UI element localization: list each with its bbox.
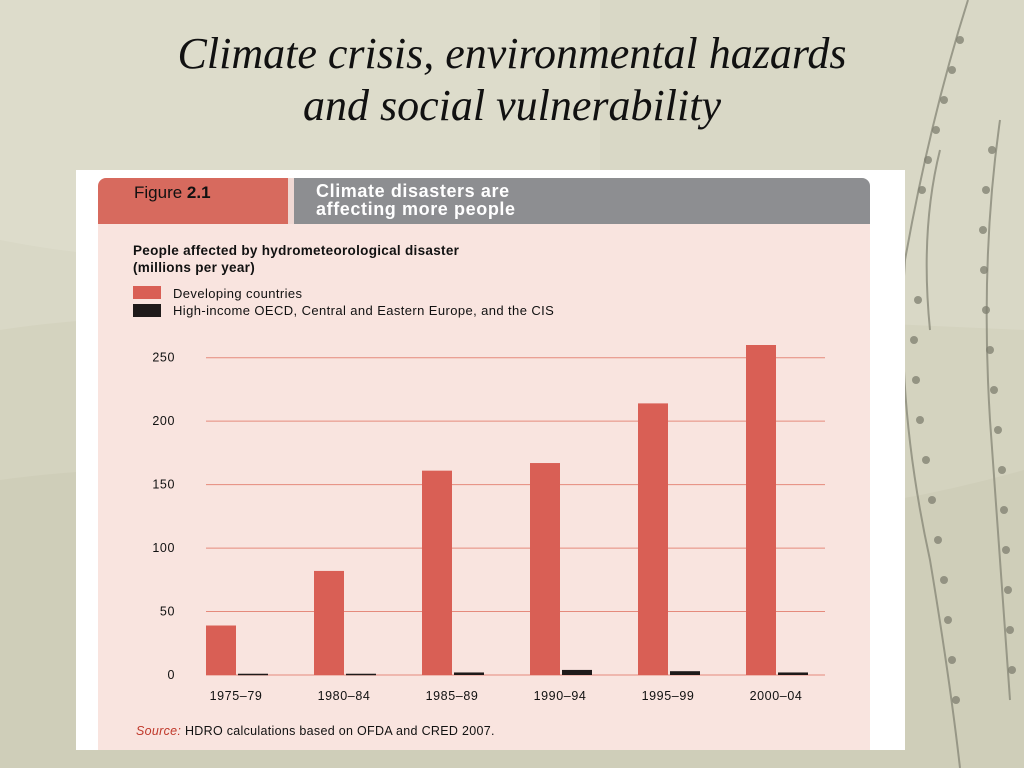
figure-heading: Climate disasters are affecting more peo…: [294, 178, 870, 224]
source-note: Source: HDRO calculations based on OFDA …: [136, 724, 495, 738]
gridlines: [206, 357, 825, 676]
y-tick-label: 250: [152, 351, 175, 365]
bar-developing-2: [422, 470, 452, 675]
x-tick-label: 1985–89: [426, 689, 479, 703]
x-tick-label: 1995–99: [642, 689, 695, 703]
bar-developing-5: [746, 345, 776, 675]
y-tick-label: 100: [152, 541, 175, 555]
legend-swatch-developing: [133, 286, 161, 299]
y-tick-label: 150: [152, 478, 175, 492]
bar-developing-3: [530, 463, 560, 675]
x-axis-ticks: 1975–79 1980–84 1985–89 1990–94 1995–99 2000–…: [210, 689, 803, 703]
figure-label-number: 2.1: [186, 183, 211, 202]
x-tick-label: 1980–84: [318, 689, 371, 703]
bar-high-income-1: [346, 673, 376, 676]
legend-swatch-high-income: [133, 304, 161, 317]
figure-card: Figure 2.1 Climate disasters are affecti…: [76, 170, 905, 750]
chart-panel: People affected by hydrometeorological d…: [98, 224, 870, 750]
source-prefix: Source:: [136, 724, 181, 738]
chart-subtitle: (millions per year): [133, 260, 255, 275]
bar-developing-1: [314, 570, 344, 675]
x-tick-label: 1990–94: [534, 689, 587, 703]
figure-label-prefix: Figure: [134, 183, 183, 202]
bars: [206, 345, 808, 676]
bar-high-income-3: [562, 669, 592, 675]
bar-developing-0: [206, 625, 236, 675]
bar-chart: People affected by hydrometeorological d…: [133, 243, 825, 738]
slide-title-line-1: Climate crisis, environmental hazards: [177, 29, 847, 78]
x-tick-label: 2000–04: [750, 689, 803, 703]
x-tick-label: 1975–79: [210, 689, 263, 703]
figure-heading-line-1: Climate disasters are: [316, 181, 510, 201]
y-axis-ticks: 0 50 100 150 200 250: [152, 351, 175, 682]
bar-high-income-2: [454, 672, 484, 675]
bar-high-income-5: [778, 672, 808, 675]
bar-developing-4: [638, 403, 668, 675]
slide-title-line-2: and social vulnerability: [303, 81, 721, 130]
figure-label: Figure 2.1: [98, 178, 288, 224]
legend-label-high-income: High-income OECD, Central and Eastern Eu…: [173, 303, 554, 318]
source-text: HDRO calculations based on OFDA and CRED…: [181, 724, 495, 738]
slide-title: Climate crisis, environmental hazards an…: [0, 28, 1024, 132]
figure-header-divider: [288, 178, 294, 224]
bar-high-income-4: [670, 671, 700, 675]
y-tick-label: 0: [167, 668, 175, 682]
y-tick-label: 200: [152, 414, 175, 428]
figure-header: Figure 2.1 Climate disasters are affecti…: [98, 178, 870, 224]
bar-high-income-0: [238, 673, 268, 676]
figure-heading-line-2: affecting more people: [316, 199, 516, 219]
legend-label-developing: Developing countries: [173, 286, 303, 301]
chart-title: People affected by hydrometeorological d…: [133, 243, 460, 258]
y-tick-label: 50: [160, 605, 175, 619]
